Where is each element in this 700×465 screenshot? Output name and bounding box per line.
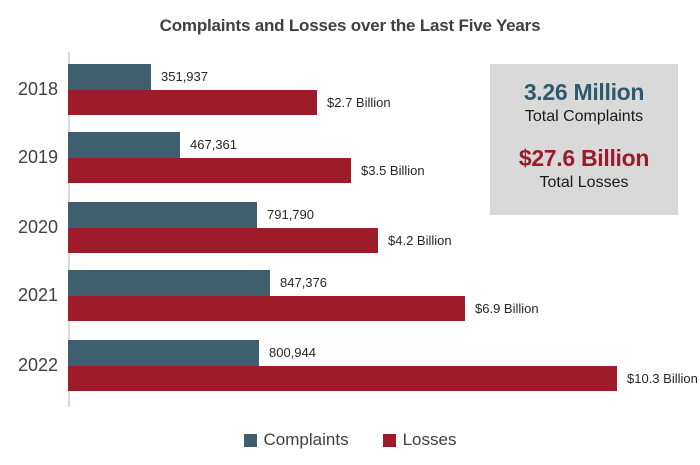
losses-value-2018: $2.7 Billion: [327, 95, 391, 110]
total-losses-value: $27.6 Billion: [518, 145, 650, 171]
year-label-2018: 2018: [17, 79, 58, 99]
complaints-bar-2022: [68, 340, 259, 366]
complaints-value-2018: 351,937: [161, 69, 208, 84]
losses-value-2022: $10.3 Billion: [627, 371, 698, 386]
losses-value-2020: $4.2 Billion: [388, 233, 452, 248]
complaints-bar-2020: [68, 202, 257, 228]
total-complaints-value: 3.26 Million: [523, 79, 645, 105]
complaints-bar-2019: [68, 132, 180, 158]
total-losses-label: Total Losses: [539, 174, 629, 191]
complaints-value-2021: 847,376: [280, 275, 327, 290]
complaints-bar-2018: [68, 64, 151, 90]
total-complaints-label: Total Complaints: [524, 108, 644, 125]
chart-legend: Complaints Losses: [0, 430, 700, 450]
complaints-value-2019: 467,361: [190, 137, 237, 152]
legend-label-complaints: Complaints: [263, 430, 349, 449]
year-label-2019: 2019: [17, 147, 58, 167]
year-label-2021: 2021: [17, 285, 58, 305]
legend-label-losses: Losses: [402, 430, 457, 449]
losses-bar-2021: [68, 296, 465, 321]
losses-bar-2022: [68, 366, 617, 391]
chart-title: Complaints and Losses over the Last Five…: [159, 16, 541, 35]
complaints-value-2020: 791,790: [267, 207, 314, 222]
losses-bar-2020: [68, 228, 378, 253]
legend-item-losses: Losses: [382, 430, 457, 450]
losses-bar-2018: [68, 90, 317, 115]
year-label-2022: 2022: [17, 355, 58, 375]
losses-bar-2019: [68, 158, 351, 183]
complaints-value-2022: 800,944: [269, 345, 316, 360]
summary-spacer: [490, 128, 678, 145]
legend-item-complaints: Complaints: [243, 430, 349, 450]
year-label-2020: 2020: [17, 217, 58, 237]
complaints-bar-2021: [68, 270, 270, 296]
losses-value-2019: $3.5 Billion: [361, 163, 425, 178]
losses-value-2021: $6.9 Billion: [475, 301, 539, 316]
summary-box: 3.26 Million Total Complaints $27.6 Bill…: [490, 64, 678, 215]
losses-swatch-icon: [382, 433, 396, 447]
complaints-swatch-icon: [243, 433, 257, 447]
